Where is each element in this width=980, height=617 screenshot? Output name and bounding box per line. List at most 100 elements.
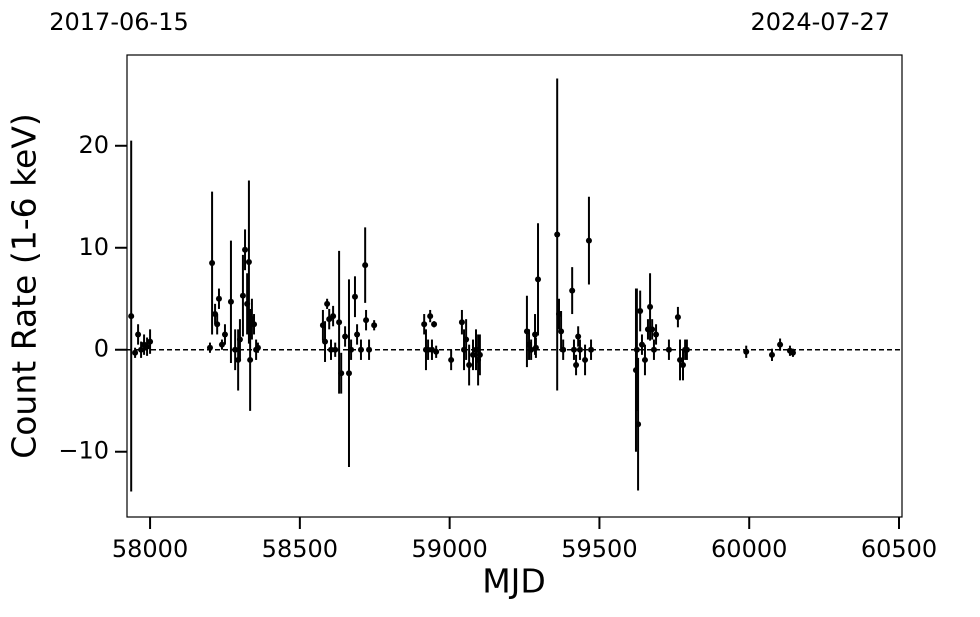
top-date-label: 2017-06-15	[49, 8, 188, 36]
data-point	[466, 362, 473, 369]
data-point	[637, 307, 644, 314]
data-point	[683, 346, 690, 353]
data-point	[232, 346, 239, 353]
data-point	[357, 346, 364, 353]
data-point	[463, 336, 470, 343]
data-point	[366, 346, 373, 353]
x-tick-label: 59500	[561, 535, 637, 563]
data-point	[248, 316, 255, 323]
data-point	[569, 287, 576, 294]
data-point	[218, 341, 225, 348]
data-point	[526, 341, 533, 348]
data-point	[461, 346, 468, 353]
data-point	[476, 351, 483, 358]
data-point	[212, 311, 219, 318]
data-point	[427, 313, 434, 320]
data-point	[135, 331, 142, 338]
data-point	[560, 346, 567, 353]
data-point	[431, 321, 438, 328]
data-point	[576, 346, 583, 353]
data-point	[328, 346, 335, 353]
x-tick-label: 58500	[262, 535, 338, 563]
data-point	[641, 356, 648, 363]
data-point	[649, 326, 656, 333]
data-point	[473, 346, 480, 353]
data-point	[650, 346, 657, 353]
data-point	[475, 356, 482, 363]
data-point	[338, 370, 345, 377]
data-point	[236, 336, 243, 343]
x-axis-label: MJD	[482, 562, 546, 601]
data-point	[247, 356, 254, 363]
data-point	[345, 370, 352, 377]
data-point	[768, 351, 775, 358]
data-point	[209, 260, 216, 267]
x-tick-label: 60500	[861, 535, 937, 563]
data-point	[677, 356, 684, 363]
data-point	[633, 346, 640, 353]
data-point	[251, 321, 258, 328]
data-point	[647, 303, 654, 310]
data-point	[354, 331, 361, 338]
data-point	[242, 246, 249, 253]
data-point	[332, 346, 339, 353]
data-point	[644, 326, 651, 333]
data-point	[743, 348, 750, 355]
data-point	[588, 346, 595, 353]
data-point	[132, 349, 139, 356]
data-point	[558, 328, 565, 335]
data-point	[245, 259, 252, 266]
data-point	[227, 298, 234, 305]
data-point	[330, 313, 337, 320]
data-point	[206, 344, 213, 351]
data-point	[555, 311, 562, 318]
data-point	[336, 319, 343, 326]
data-point	[448, 356, 455, 363]
data-point	[635, 421, 642, 428]
data-point	[570, 346, 577, 353]
data-point	[421, 321, 428, 328]
data-point	[221, 331, 228, 338]
data-point	[528, 346, 535, 353]
data-point	[351, 293, 358, 300]
data-point	[239, 292, 246, 299]
data-point	[215, 295, 222, 302]
data-point	[342, 333, 349, 340]
x-tick-label: 58000	[112, 535, 188, 563]
data-point	[470, 351, 477, 358]
data-point	[532, 344, 539, 351]
data-point	[789, 349, 796, 356]
data-point	[319, 322, 326, 329]
data-point	[138, 346, 145, 353]
data-point	[777, 341, 784, 348]
data-point	[632, 367, 639, 374]
data-point	[235, 356, 242, 363]
data-point	[680, 362, 687, 369]
x-tick-label: 59000	[411, 535, 487, 563]
data-point	[147, 338, 154, 345]
data-point	[144, 343, 151, 350]
y-tick-label: −10	[58, 437, 109, 465]
data-point	[458, 319, 465, 326]
y-axis-label: Count Rate (1-6 keV)	[5, 113, 44, 459]
data-point	[322, 338, 329, 345]
data-point	[363, 317, 370, 324]
y-tick-label: 0	[94, 335, 109, 363]
data-point	[214, 321, 221, 328]
data-point	[653, 331, 660, 338]
data-point	[674, 314, 681, 321]
data-point	[362, 262, 369, 269]
x-tick-label: 60000	[711, 535, 787, 563]
data-point	[573, 362, 580, 369]
data-point	[532, 331, 539, 338]
data-point	[575, 333, 582, 340]
data-point	[638, 341, 645, 348]
data-point	[371, 322, 378, 329]
data-point	[128, 313, 135, 320]
data-point	[348, 346, 355, 353]
data-point	[585, 237, 592, 244]
y-tick-label: 20	[78, 131, 109, 159]
plot-frame	[126, 54, 903, 518]
y-tick-label: 10	[78, 233, 109, 261]
